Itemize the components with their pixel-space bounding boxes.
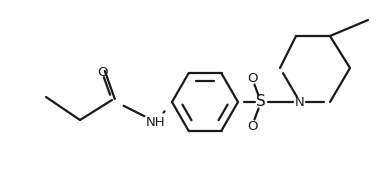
Text: S: S <box>256 95 266 109</box>
Text: O: O <box>97 66 107 79</box>
Text: O: O <box>247 119 257 132</box>
Text: N: N <box>295 95 305 109</box>
Text: O: O <box>247 72 257 84</box>
Text: NH: NH <box>146 116 166 128</box>
